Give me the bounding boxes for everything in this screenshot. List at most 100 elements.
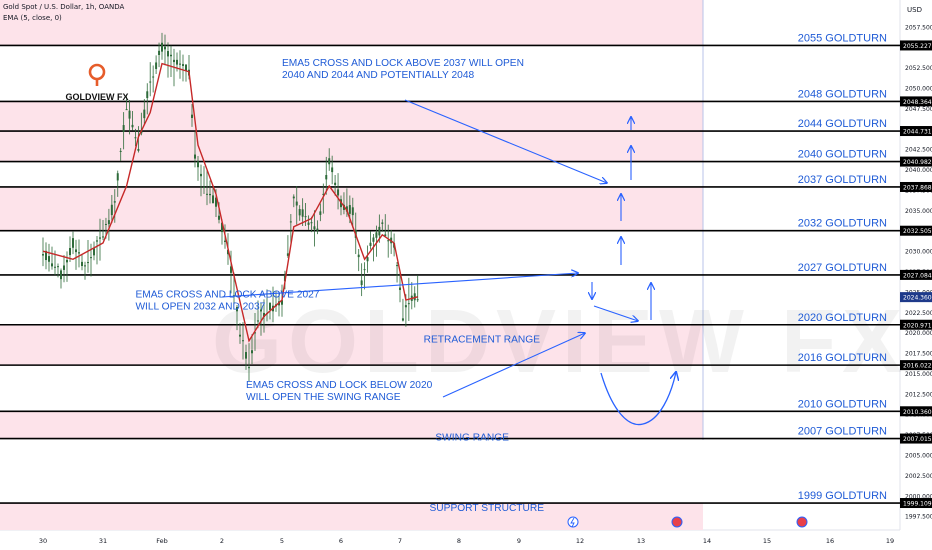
goldturn-label: 2037 GOLDTURN (798, 174, 887, 186)
time-axis-background (0, 530, 932, 550)
candle-body (99, 237, 101, 239)
candle-body (57, 266, 59, 268)
candle-body (281, 300, 283, 305)
candle-body (345, 206, 348, 212)
level-price-tag-text: 2048.364 (903, 99, 932, 106)
candle-body (54, 266, 56, 268)
annotation-text: SUPPORT STRUCTURE (430, 503, 545, 514)
candle-body (292, 196, 295, 199)
candle-body (224, 240, 226, 242)
candle-body (396, 265, 399, 267)
candle-body (152, 76, 155, 78)
candle-body (42, 254, 44, 256)
candle-body (104, 223, 107, 225)
candle-body (230, 266, 232, 273)
candle-body (75, 249, 77, 253)
level-price-tag (900, 433, 932, 444)
time-tick-label: 30 (39, 537, 47, 545)
candle-body (218, 215, 220, 220)
candle-body (378, 226, 381, 236)
candle-body (84, 265, 86, 267)
candle-body (413, 293, 416, 301)
candle-body (357, 254, 360, 258)
goldturn-label: 2007 GOLDTURN (798, 426, 887, 438)
price-tick-label: 2005.000 (905, 452, 932, 459)
price-tick-label: 2000.000 (905, 493, 932, 500)
pink-zone-0 (0, 0, 703, 46)
candle-body (348, 205, 351, 214)
time-tick-label: 5 (280, 537, 284, 545)
candle-body (81, 261, 83, 267)
candle-body (78, 252, 80, 254)
candle-body (304, 216, 307, 218)
level-price-tag (900, 96, 932, 107)
current-price-text: 2024.360 (903, 295, 932, 302)
candle-body (334, 182, 337, 185)
candle-body (203, 186, 205, 188)
candle-body (316, 228, 319, 231)
candle-body (245, 352, 247, 359)
candle-body (128, 110, 131, 119)
candle-body (381, 222, 384, 224)
price-tick-label: 2020.000 (905, 330, 932, 337)
candle-body (143, 109, 146, 119)
candle-body (298, 209, 301, 216)
price-tick-label: 1997.500 (905, 514, 932, 521)
goldturn-label: 2020 GOLDTURN (798, 312, 887, 324)
candle-body (137, 148, 140, 151)
candle-body (167, 51, 169, 57)
level-price-tag-text: 1999.109 (903, 501, 932, 508)
price-axis-background (900, 0, 932, 530)
level-price-tag-text: 2010.360 (903, 409, 932, 416)
candle-body (239, 334, 241, 337)
pink-zone-5 (0, 503, 703, 530)
pink-zone-3 (0, 324, 703, 366)
candle-body (310, 222, 313, 224)
time-tick-label: 16 (826, 537, 834, 545)
logo-text: GOLDVIEW FX (66, 92, 129, 102)
candle-body (63, 265, 65, 270)
time-tick-label: 31 (99, 537, 107, 545)
level-price-tag (900, 181, 932, 192)
candle-body (307, 222, 310, 225)
level-price-tag-text: 2040.982 (903, 159, 932, 166)
goldturn-label: 2010 GOLDTURN (798, 398, 887, 410)
time-tick-label: 12 (576, 537, 584, 545)
annotation-text: 2040 AND 2044 AND POTENTIALLY 2048 (282, 70, 474, 81)
candle-body (351, 207, 354, 216)
level-price-tag-text: 2007.015 (903, 436, 932, 443)
candle-body (110, 204, 113, 216)
goldturn-label: 1999 GOLDTURN (798, 490, 887, 502)
candle-body (269, 302, 271, 310)
candle-body (113, 201, 116, 203)
goldturn-label: 2048 GOLDTURN (798, 88, 887, 100)
level-price-tag (900, 498, 932, 509)
goldturn-label: 2055 GOLDTURN (798, 32, 887, 44)
level-price-tag (900, 319, 932, 330)
candle-body (125, 109, 128, 111)
candle-body (51, 263, 53, 267)
level-price-tag-text: 2032.505 (903, 228, 932, 235)
time-tick-label: Feb (156, 537, 168, 545)
candle-body (191, 114, 193, 118)
price-tick-label: 2035.000 (905, 208, 932, 215)
price-tick-label: 2012.500 (905, 391, 932, 398)
ema5-line (42, 62, 418, 343)
candle-body (360, 280, 363, 286)
candle-body (260, 309, 262, 312)
candle-body (221, 222, 223, 233)
price-tick-label: 2042.500 (905, 147, 932, 154)
time-tick-label: 9 (517, 537, 521, 545)
candle-body (369, 242, 372, 246)
candle-body (170, 54, 172, 57)
candle-body (375, 232, 378, 238)
candle-body (182, 64, 184, 66)
goldturn-label: 2016 GOLDTURN (798, 352, 887, 364)
us-flag-icon (671, 516, 683, 528)
swing-range-arrow (600, 372, 676, 426)
time-tick-label: 13 (637, 537, 645, 545)
candle-body (372, 237, 375, 242)
candle-body (407, 303, 410, 305)
projection-arrows (221, 99, 676, 426)
